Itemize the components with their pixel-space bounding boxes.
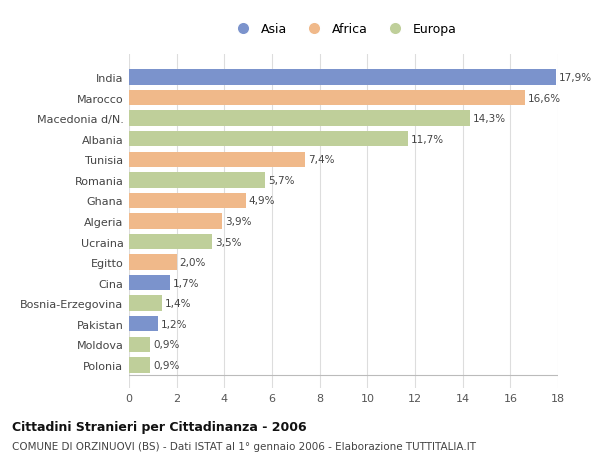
Text: 11,7%: 11,7%: [411, 134, 444, 145]
Text: 1,7%: 1,7%: [172, 278, 199, 288]
Text: 2,0%: 2,0%: [179, 257, 206, 268]
Text: Cittadini Stranieri per Cittadinanza - 2006: Cittadini Stranieri per Cittadinanza - 2…: [12, 420, 307, 433]
Bar: [129, 234, 212, 250]
Text: COMUNE DI ORZINUOVI (BS) - Dati ISTAT al 1° gennaio 2006 - Elaborazione TUTTITAL: COMUNE DI ORZINUOVI (BS) - Dati ISTAT al…: [12, 441, 476, 451]
Bar: [129, 316, 158, 332]
Bar: [129, 91, 524, 106]
Bar: [129, 296, 163, 311]
Text: 0,9%: 0,9%: [154, 340, 179, 349]
Text: 5,7%: 5,7%: [268, 175, 294, 185]
Bar: [129, 173, 265, 188]
Text: 3,5%: 3,5%: [215, 237, 242, 247]
Bar: [129, 132, 408, 147]
Bar: [129, 193, 246, 209]
Bar: [129, 70, 556, 85]
Text: 1,2%: 1,2%: [160, 319, 187, 329]
Legend: Asia, Africa, Europa: Asia, Africa, Europa: [226, 18, 461, 41]
Text: 1,4%: 1,4%: [165, 298, 192, 308]
Bar: [129, 358, 151, 373]
Bar: [129, 214, 222, 229]
Text: 14,3%: 14,3%: [473, 114, 506, 124]
Text: 0,9%: 0,9%: [154, 360, 179, 370]
Bar: [129, 152, 305, 168]
Bar: [129, 337, 151, 352]
Text: 3,9%: 3,9%: [225, 217, 251, 226]
Text: 4,9%: 4,9%: [248, 196, 275, 206]
Bar: [129, 111, 470, 127]
Text: 17,9%: 17,9%: [559, 73, 592, 83]
Text: 7,4%: 7,4%: [308, 155, 335, 165]
Bar: [129, 275, 170, 291]
Text: 16,6%: 16,6%: [527, 94, 560, 103]
Bar: [129, 255, 176, 270]
